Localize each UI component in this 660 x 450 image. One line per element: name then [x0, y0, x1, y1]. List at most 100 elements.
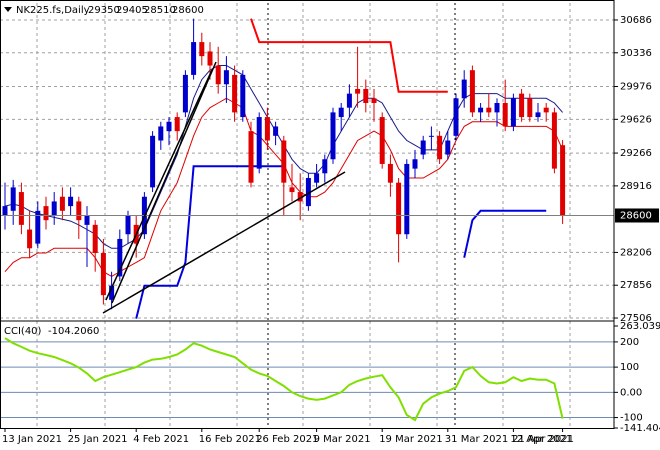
y-tick-label: 28916	[620, 181, 652, 192]
y-tick-label: 28206	[620, 247, 652, 258]
y-tick-label: 30336	[620, 48, 652, 59]
chart-frame	[0, 0, 615, 429]
candle-body	[560, 145, 566, 216]
candle-body	[158, 126, 164, 141]
candle-body	[51, 201, 57, 216]
candle-body	[551, 112, 557, 169]
x-tick-label: 13 Jan 2021	[2, 434, 62, 445]
cci-name: CCI(40)	[4, 326, 42, 337]
candle-body	[469, 70, 475, 113]
cci-tick-label: 200	[620, 337, 639, 348]
candle-body	[2, 206, 8, 216]
candle-body	[330, 112, 336, 160]
candle-body	[510, 98, 516, 127]
candle-body	[478, 107, 484, 113]
candle-body	[92, 224, 98, 253]
candle-body	[387, 163, 393, 183]
trendlines	[102, 61, 346, 314]
candle-body	[445, 140, 451, 155]
candle-body	[461, 79, 467, 99]
candle-body	[125, 215, 131, 235]
candle-body	[18, 192, 24, 225]
candle-body	[240, 74, 246, 118]
x-tick-label: 4 Feb 2021	[133, 434, 189, 445]
candle-body	[76, 201, 82, 221]
candle-body	[215, 65, 221, 85]
level-step-line	[250, 18, 448, 93]
candle-body	[527, 98, 533, 118]
candle-body	[412, 159, 418, 169]
price-window: 30686 30336 29976 29626 29266 28916 28206 27856…	[0, 15, 660, 445]
candle-body	[453, 98, 459, 136]
candle-body	[248, 131, 254, 183]
x-tick-label: 9 Mar 2021	[314, 434, 371, 445]
symbol-label: NK225.fs,Daily	[16, 5, 90, 16]
cci-tick-label: 0.00	[620, 387, 642, 398]
y-tick-label: 29626	[620, 114, 652, 125]
y-tick-label: 29976	[620, 82, 652, 93]
x-tick-label: 26 Feb 2021	[256, 434, 318, 445]
candle-body	[264, 117, 270, 141]
candle-body	[322, 159, 328, 174]
x-tick-label: 12 Apr 2021	[510, 434, 572, 445]
candle-body	[207, 51, 213, 66]
trendline	[105, 69, 213, 301]
candle-body	[420, 140, 426, 155]
candle-body	[59, 196, 65, 211]
candle-body	[109, 285, 115, 300]
current-price-box	[615, 208, 659, 223]
candle-body	[100, 252, 106, 296]
candle-body	[166, 121, 172, 132]
candle-body	[314, 173, 320, 183]
x-tick-label: 16 Feb 2021	[199, 434, 261, 445]
candle-body	[371, 98, 377, 104]
candle-body	[543, 107, 549, 113]
candle-body	[379, 117, 385, 164]
candle-body	[199, 42, 205, 57]
y-tick-label: 27856	[620, 280, 652, 291]
cci-tick-label: -141.404	[620, 423, 660, 434]
candle-body	[191, 42, 197, 75]
y-tick-label: 30686	[620, 15, 652, 26]
candle-body	[84, 215, 90, 225]
candle-body	[27, 229, 33, 249]
candle-body	[297, 192, 303, 202]
candle-body	[182, 74, 188, 113]
candle-body	[519, 93, 525, 118]
candle-body	[35, 210, 41, 244]
y-tick-label: 29266	[620, 148, 652, 159]
candle-body	[355, 88, 361, 94]
candle-body	[68, 196, 74, 207]
x-tick-label: 31 Mar 2021	[445, 434, 508, 445]
candle-body	[346, 93, 352, 108]
candle-body	[223, 70, 229, 85]
candle-body	[428, 135, 434, 137]
cci-tick-label: -100	[620, 413, 643, 424]
cci-value: -104.2060	[48, 326, 99, 337]
candle-body	[281, 140, 287, 183]
cci-tick-label: 100	[620, 362, 639, 373]
candle-body	[437, 135, 443, 160]
menu-arrow[interactable]	[4, 7, 12, 12]
candle-body	[43, 206, 49, 221]
candle-body	[535, 112, 541, 118]
cci-line	[4, 337, 564, 422]
candle-body	[273, 126, 279, 136]
low-value: 28510	[144, 5, 176, 16]
cci-tick-label: 263.0396	[620, 321, 660, 332]
open-value: 29350	[88, 5, 120, 16]
candle-body	[338, 107, 344, 118]
candle-body	[150, 135, 156, 188]
candle-body	[289, 187, 295, 193]
x-tick-label: 19 Mar 2021	[379, 434, 442, 445]
candle-body	[305, 177, 311, 207]
candle-body	[10, 187, 16, 211]
y-tick-label: 27506	[620, 313, 652, 324]
candle-body	[502, 103, 508, 127]
trendline	[111, 61, 217, 304]
candle-body	[396, 182, 402, 235]
trendline	[102, 171, 346, 314]
candle-body	[174, 117, 180, 132]
